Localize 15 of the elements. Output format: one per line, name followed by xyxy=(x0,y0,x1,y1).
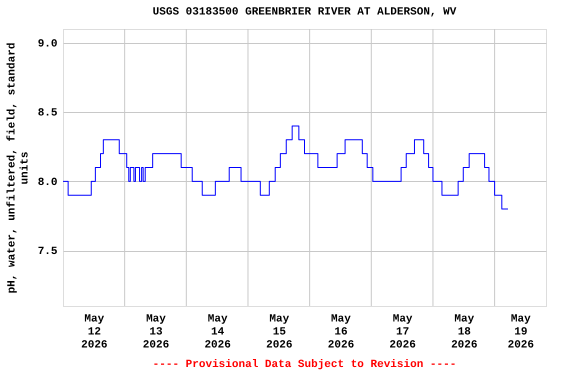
x-tick-label: May 18 2026 xyxy=(451,314,478,352)
chart-title: USGS 03183500 GREENBRIER RIVER AT ALDERSON, WV xyxy=(152,6,457,18)
x-tick-label: May 17 2026 xyxy=(389,314,416,352)
y-tick-label: 8.5 xyxy=(38,108,58,120)
x-tick-label: May 15 2026 xyxy=(266,314,293,352)
y-tick-label: 9.0 xyxy=(38,38,58,50)
x-tick-label: May 12 2026 xyxy=(81,314,108,352)
text: ---- Provisional Data Subject to Revision ---- xyxy=(152,359,456,371)
y-tick-label: 8.0 xyxy=(38,176,58,189)
x-tick-label: May 13 2026 xyxy=(142,314,170,352)
y-axis-title: pH, water, unfiltered, field, standard units xyxy=(6,42,32,294)
y-tick-label: 7.5 xyxy=(38,246,58,258)
x-tick-label: May 16 2026 xyxy=(328,314,354,352)
x-tick-label: May 14 2026 xyxy=(204,314,231,352)
x-tick-label: May 19 2026 xyxy=(508,314,534,352)
